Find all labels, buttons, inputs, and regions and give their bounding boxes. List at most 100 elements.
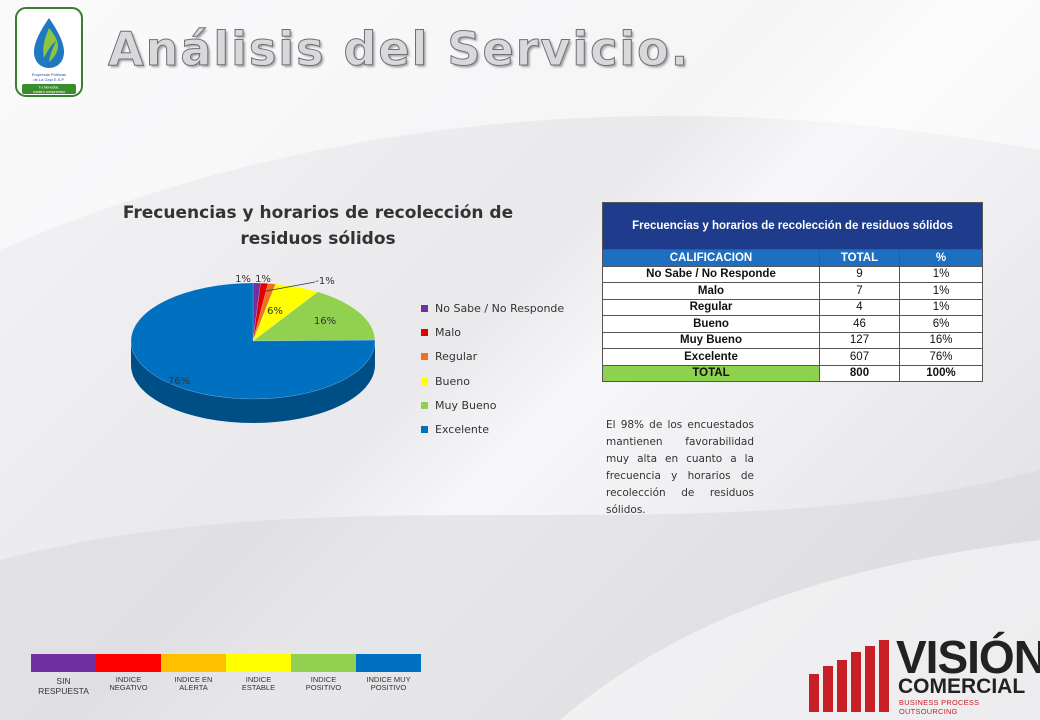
pie-chart: 1% 1% -1% 6% 16% 76%: [130, 274, 376, 423]
scale-label-line-1: INDICE EN: [174, 675, 213, 684]
pie-slice: [252, 291, 376, 342]
cell-percent: 16%: [899, 331, 983, 349]
pie-data-label: 1%: [255, 274, 271, 285]
logo-banner: Tu bienestar,: [39, 86, 60, 90]
page-title: Análisis del Servicio.: [107, 22, 691, 77]
scale-label: INDICE POSITIVO: [291, 676, 356, 692]
cell-calificacion: Bueno: [602, 315, 820, 333]
cell-total: 607: [819, 348, 900, 366]
brand-subtitle: COMERCIAL: [898, 675, 1026, 698]
scale-bar: [31, 654, 421, 672]
table-row: No Sabe / No Responde 9 1%: [602, 265, 983, 283]
pie-slice: [130, 282, 376, 400]
cell-calificacion: Malo: [602, 282, 820, 300]
scale-segment: [226, 654, 291, 672]
chart-title-line-2: residuos sólidos: [240, 229, 396, 249]
table-row: Muy Bueno 127 16%: [602, 331, 983, 349]
scale-label: INDICE ESTABLE: [226, 676, 291, 692]
cell-total: 4: [819, 298, 900, 316]
table-header-total: TOTAL: [819, 249, 900, 267]
legend-item: Regular: [421, 345, 564, 369]
scale-label-line-1: INDICE: [310, 675, 337, 684]
scale-label-line-1: INDICE: [115, 675, 142, 684]
chart-title-line-1: Frecuencias y horarios de recolección de: [122, 203, 514, 223]
legend-swatch: [421, 304, 428, 312]
legend-item: Muy Bueno: [421, 393, 564, 417]
logo-caption: Empresas Públicas: [32, 72, 66, 77]
results-table: Frecuencias y horarios de recolección de…: [602, 202, 983, 382]
legend-item: No Sabe / No Responde: [421, 296, 564, 320]
scale-label: INDICE NEGATIVO: [96, 676, 161, 692]
pie-chart-panel: Frecuencias y horarios de recolección de…: [103, 186, 583, 466]
cell-total: 127: [819, 331, 900, 349]
legend-swatch: [421, 401, 428, 409]
legend-item: Malo: [421, 320, 564, 344]
cell-calificacion: No Sabe / No Responde: [602, 265, 820, 283]
legend-label: Excelente: [435, 423, 489, 437]
cell-percent: 76%: [899, 348, 983, 366]
cell-total: 9: [819, 265, 900, 283]
scale-segment: [31, 654, 96, 672]
cell-calificacion: Muy Bueno: [602, 331, 820, 349]
cell-calificacion: Regular: [602, 298, 820, 316]
legend-label: Bueno: [435, 374, 470, 388]
table-row: Regular 4 1%: [602, 298, 983, 316]
legend-swatch: [421, 353, 428, 361]
chart-title: Frecuencias y horarios de recolección de…: [103, 200, 533, 252]
table-row: Malo 7 1%: [602, 282, 983, 300]
pie-leader-line: [260, 281, 316, 293]
legend-swatch: [421, 426, 428, 434]
table-row: Excelente 607 76%: [602, 348, 983, 366]
pie-data-label: 16%: [314, 316, 336, 327]
total-count: 800: [819, 364, 900, 382]
legend-swatch: [421, 377, 428, 385]
legend-item: Excelente: [421, 417, 564, 441]
table-header-percent: %: [899, 249, 983, 267]
scale-segment: [161, 654, 226, 672]
logo-caption-2: de La Ceja E.S.P.: [33, 77, 64, 82]
brand-logo: [809, 640, 889, 712]
legend-swatch: [421, 328, 428, 336]
scale-label-line-1: INDICE MUY: [366, 675, 411, 684]
total-percent: 100%: [899, 364, 983, 382]
pie-slice: [252, 283, 319, 342]
scale-segment: [356, 654, 421, 672]
cell-calificacion: Excelente: [602, 348, 820, 366]
scale-label: SIN RESPUESTA: [31, 676, 96, 696]
pie-slice: [252, 282, 269, 342]
summary-paragraph: El 98% de los encuestados mantienen favo…: [606, 419, 754, 516]
scale-segment: [291, 654, 356, 672]
scale-label-line-2: NEGATIVO: [109, 683, 148, 692]
pie-slice: [252, 283, 276, 342]
scale-label-line-2: ESTABLE: [241, 683, 276, 692]
pie-side: [131, 341, 375, 423]
scale-label: INDICE MUY POSITIVO: [356, 676, 421, 692]
brand-name: VISIÓN: [896, 631, 1040, 683]
table-row: Bueno 46 6%: [602, 315, 983, 333]
cell-percent: 1%: [899, 265, 983, 283]
legend-label: Malo: [435, 325, 462, 339]
pie-data-label: 1%: [235, 274, 251, 285]
cell-percent: 1%: [899, 282, 983, 300]
logo-banner-2: nuestro compromiso: [33, 90, 66, 94]
legend-label: Regular: [435, 350, 478, 364]
pie-data-label: -1%: [315, 276, 334, 287]
scale-label-line-2: POSITIVO: [370, 683, 407, 692]
company-logo: Empresas Públicas de La Ceja E.S.P. Tu b…: [15, 7, 83, 97]
scale-label-line-2: ALERTA: [179, 683, 208, 692]
legend-label: No Sabe / No Responde: [435, 301, 565, 315]
cell-percent: 1%: [899, 298, 983, 316]
scale-label-line-2: RESPUESTA: [38, 686, 89, 696]
brand-tagline: BUSINESS PROCESS OUTSOURCING: [899, 698, 980, 716]
cell-percent: 6%: [899, 315, 983, 333]
scale-label: INDICE EN ALERTA: [161, 676, 226, 692]
scale-label-line-1: SIN: [56, 676, 71, 686]
pie-data-label: 6%: [267, 306, 283, 317]
scale-segment: [96, 654, 161, 672]
table-header-calificacion: CALIFICACION: [602, 249, 820, 267]
table-title: Frecuencias y horarios de recolección de…: [602, 202, 983, 250]
total-label: TOTAL: [602, 364, 820, 382]
legend-label: Muy Bueno: [435, 398, 497, 412]
legend-item: Bueno: [421, 369, 564, 393]
table-body: No Sabe / No Responde 9 1% Malo 7 1% Regular 4 1…: [602, 265, 983, 366]
